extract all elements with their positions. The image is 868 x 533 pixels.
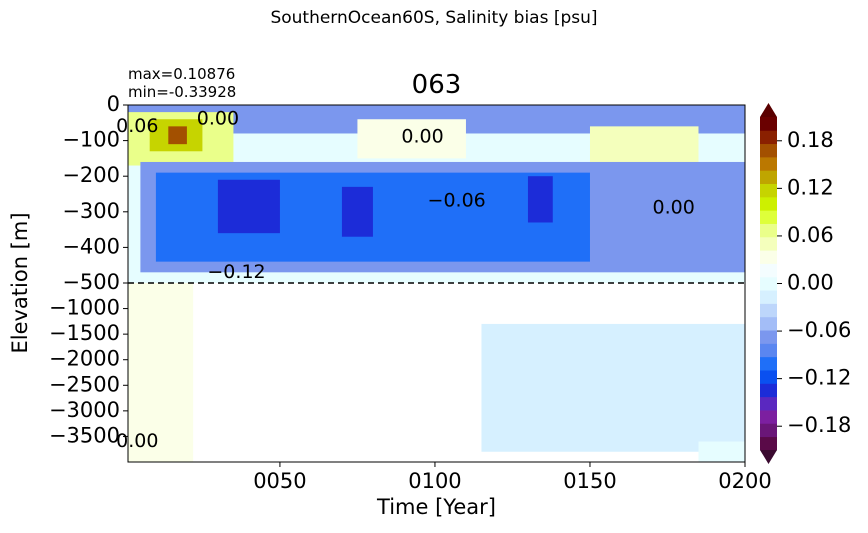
colorbar-segment <box>760 250 777 264</box>
colorbar-segment <box>760 330 777 344</box>
contour-label: 0.00 <box>401 126 443 148</box>
colorbar-segment <box>760 303 777 318</box>
colorbar-tick-label: −0.12 <box>787 366 851 390</box>
y-tick-label: −1000 <box>49 296 120 320</box>
heatmap-cell <box>527 176 553 223</box>
x-tick-label: 0050 <box>253 469 306 493</box>
colorbar-tick-label: 0.00 <box>787 271 834 295</box>
y-tick-label: −2000 <box>49 347 120 371</box>
colorbar-extend-min <box>760 450 777 464</box>
contour-label: 0.06 <box>116 115 158 137</box>
colorbar-segment <box>760 183 777 198</box>
contour-label: 0.00 <box>653 197 695 219</box>
heatmap-cell <box>481 323 745 452</box>
colorbar-segment <box>760 236 777 251</box>
heatmap-cell <box>341 186 373 237</box>
chart-title: 063 <box>411 70 462 100</box>
colorbar-segment <box>760 263 777 278</box>
contour-label: 0.00 <box>197 108 239 130</box>
colorbar-segment <box>760 410 777 424</box>
plot-area: 0.00 0.00 −0.06 0.00 −0.12 0.06 0.00 0 −100 −200 −… <box>49 92 772 493</box>
heatmap-cell <box>698 441 745 462</box>
colorbar-segment <box>760 383 777 398</box>
max-stat: max=0.10876 <box>128 65 236 83</box>
colorbar-tick-label: 0.06 <box>787 223 834 247</box>
y-tick-label: −200 <box>62 163 120 187</box>
heatmap-cell <box>128 283 194 462</box>
colorbar-tick-label: −0.18 <box>787 413 851 437</box>
heatmap-cell <box>357 119 466 159</box>
colorbar-segment <box>760 370 777 384</box>
colorbar: 0.18 0.12 0.06 0.00 −0.06 −0.12 −0.18 <box>760 103 851 464</box>
suptitle: SouthernOcean60S, Salinity bias [psu] <box>270 8 598 28</box>
min-stat: min=-0.33928 <box>128 83 237 101</box>
colorbar-segment <box>760 210 777 224</box>
colorbar-segment <box>760 343 777 358</box>
colorbar-segment <box>760 290 777 304</box>
colorbar-segment <box>760 423 777 438</box>
y-tick-label: −3000 <box>49 398 120 422</box>
colorbar-segment <box>760 156 777 171</box>
colorbar-segment <box>760 130 777 145</box>
y-tick-label: −300 <box>62 199 120 223</box>
colorbar-extend-max <box>760 103 777 117</box>
contour-label: −0.12 <box>207 261 265 283</box>
colorbar-segment <box>760 170 777 184</box>
colorbar-segment <box>760 223 777 238</box>
colorbar-segment <box>760 143 777 158</box>
y-tick-label: −100 <box>62 128 120 152</box>
y-tick-label: −500 <box>62 270 120 294</box>
heatmap-cell <box>217 179 280 234</box>
heatmap-cell <box>168 126 187 145</box>
colorbar-tick-label: −0.06 <box>787 318 851 342</box>
colorbar-tick-label: 0.18 <box>787 128 834 152</box>
colorbar-segment <box>760 196 777 211</box>
colorbar-segment <box>760 436 777 451</box>
colorbar-segment <box>760 117 777 131</box>
y-tick-label: −400 <box>62 234 120 258</box>
y-tick-label: −3500 <box>49 423 120 447</box>
colorbar-segment <box>760 276 777 291</box>
y-tick-label: −2500 <box>49 372 120 396</box>
colorbar-segment <box>760 396 777 411</box>
colorbar-tick-label: 0.12 <box>787 175 834 199</box>
colorbar-segment <box>760 316 777 331</box>
contour-label: −0.06 <box>428 190 486 212</box>
colorbar-segment <box>760 356 777 371</box>
x-tick-label: 0100 <box>408 469 461 493</box>
contour-label: 0.00 <box>116 430 158 452</box>
y-tick-label: 0 <box>107 92 120 116</box>
x-tick-label: 0150 <box>563 469 616 493</box>
x-axis-label: Time [Year] <box>377 495 496 519</box>
heatmap-cell <box>589 126 699 166</box>
y-tick-label: −1500 <box>49 321 120 345</box>
x-tick-label: 0200 <box>718 469 771 493</box>
